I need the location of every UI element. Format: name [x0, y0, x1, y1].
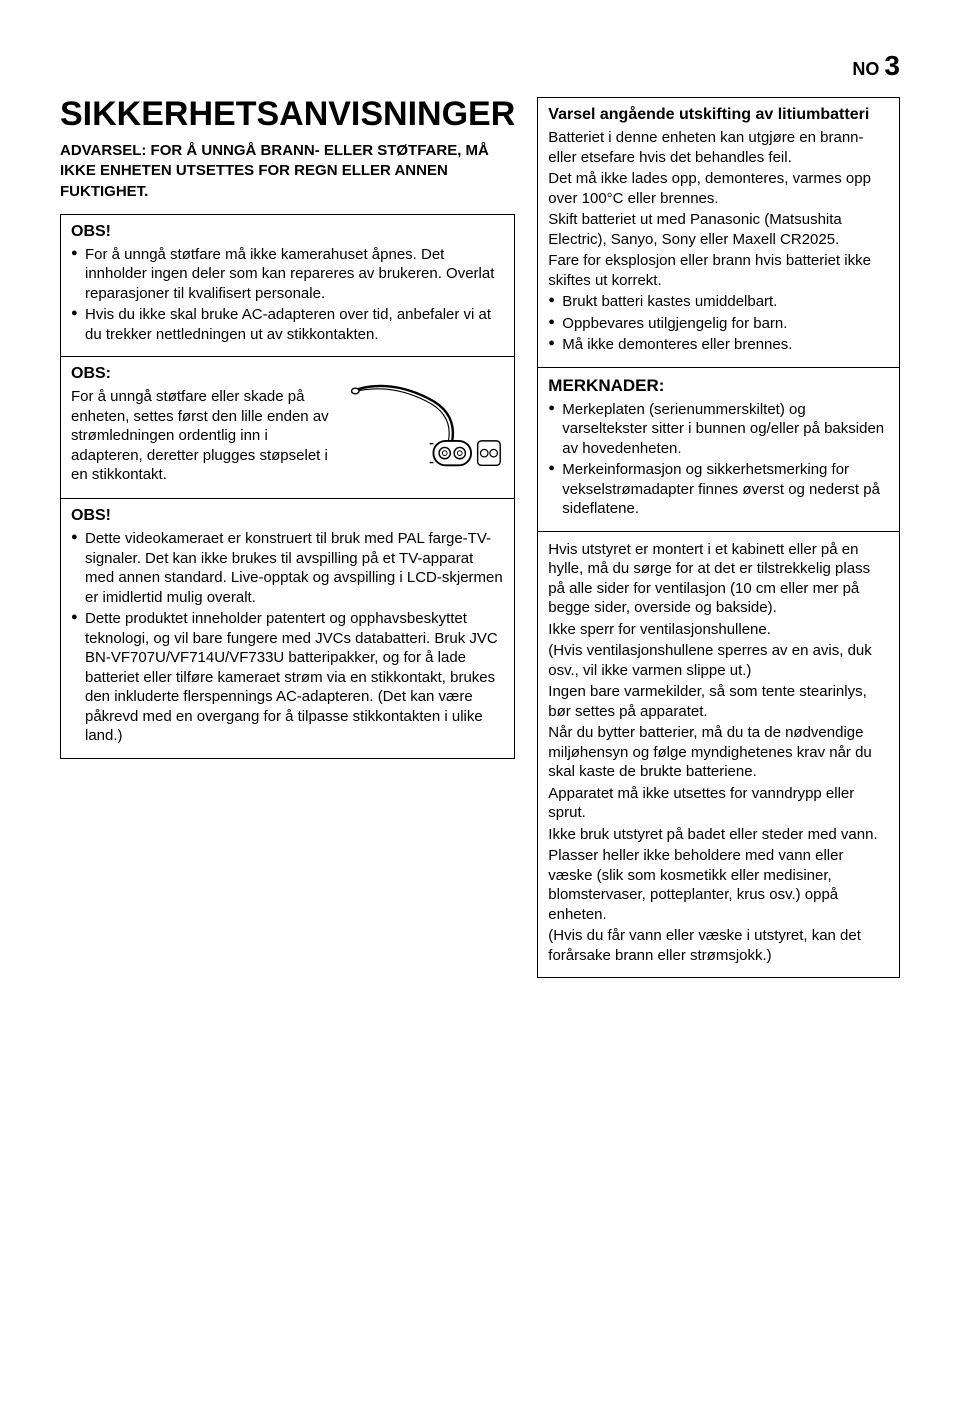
list-item: Dette videokameraet er konstruert til br…	[71, 529, 504, 607]
obs-title-1: OBS!	[71, 223, 504, 241]
left-box-2: OBS: For å unngå støtfare eller skade på…	[60, 356, 515, 499]
lithium-heading: Varsel angående utskifting av litiumbatt…	[548, 106, 889, 124]
para: Hvis utstyret er montert i et kabinett e…	[548, 540, 889, 618]
list-item: For å unngå støtfare må ikke kamerahuset…	[71, 245, 504, 304]
para: Ikke sperr for ventilasjonshullene.	[548, 620, 889, 640]
merknader-heading: MERKNADER:	[548, 376, 889, 396]
left-box-3: OBS! Dette videokameraet er konstruert t…	[60, 498, 515, 759]
left-box-1: OBS! For å unngå støtfare må ikke kamera…	[60, 214, 515, 358]
right-box-2-list: Merkeplaten (serienummerskiltet) og vars…	[548, 400, 889, 519]
para: Ingen bare varmekilder, så som tente ste…	[548, 682, 889, 721]
para: Skift batteriet ut med Panasonic (Matsus…	[548, 210, 889, 249]
right-box-3: Hvis utstyret er montert i et kabinett e…	[537, 531, 900, 979]
list-item: Merkeplaten (serienummerskiltet) og vars…	[548, 400, 889, 459]
para: Det må ikke lades opp, demonteres, varme…	[548, 169, 889, 208]
plug-illustration-icon	[344, 375, 504, 488]
list-item: Hvis du ikke skal bruke AC-adapteren ove…	[71, 305, 504, 344]
obs-body-text: For å unngå støtfare eller skade på enhe…	[71, 387, 334, 485]
left-box-1-list: For å unngå støtfare må ikke kamerahuset…	[71, 245, 504, 345]
right-box-2: MERKNADER: Merkeplaten (serienummerskilt…	[537, 367, 900, 532]
content-columns: SIKKERHETSANVISNINGER ADVARSEL: FOR Å UN…	[60, 97, 900, 978]
list-item: Brukt batteri kastes umiddelbart.	[548, 292, 889, 312]
page-number: 3	[884, 50, 900, 81]
warning-paragraph: ADVARSEL: FOR Å UNNGÅ BRANN- ELLER STØTF…	[60, 141, 515, 202]
right-box-1: Varsel angående utskifting av litiumbatt…	[537, 97, 900, 368]
para: Batteriet i denne enheten kan utgjøre en…	[548, 128, 889, 167]
list-item: Må ikke demonteres eller brennes.	[548, 335, 889, 355]
left-column: SIKKERHETSANVISNINGER ADVARSEL: FOR Å UN…	[60, 97, 515, 978]
list-item: Dette produktet inneholder patentert og …	[71, 609, 504, 746]
para: Plasser heller ikke beholdere med vann e…	[548, 846, 889, 924]
right-box-1-list: Brukt batteri kastes umiddelbart. Oppbev…	[548, 292, 889, 355]
obs-title-3: OBS!	[71, 507, 504, 525]
para: Fare for eksplosjon eller brann hvis bat…	[548, 251, 889, 290]
list-item: Oppbevares utilgjengelig for barn.	[548, 314, 889, 334]
para: Ikke bruk utstyret på badet eller steder…	[548, 825, 889, 845]
para: Apparatet må ikke utsettes for vanndrypp…	[548, 784, 889, 823]
para: (Hvis ventilasjonshullene sperres av en …	[548, 641, 889, 680]
page-header: NO 3	[60, 50, 900, 82]
left-box-3-list: Dette videokameraet er konstruert til br…	[71, 529, 504, 746]
para: (Hvis du får vann eller væske i utstyret…	[548, 926, 889, 965]
main-heading: SIKKERHETSANVISNINGER	[60, 97, 515, 131]
right-column: Varsel angående utskifting av litiumbatt…	[537, 97, 900, 978]
region-code: NO	[852, 59, 879, 79]
list-item: Merkeinformasjon og sikkerhetsmerking fo…	[548, 460, 889, 519]
obs-title-2: OBS:	[71, 365, 334, 383]
para: Når du bytter batterier, må du ta de nød…	[548, 723, 889, 782]
